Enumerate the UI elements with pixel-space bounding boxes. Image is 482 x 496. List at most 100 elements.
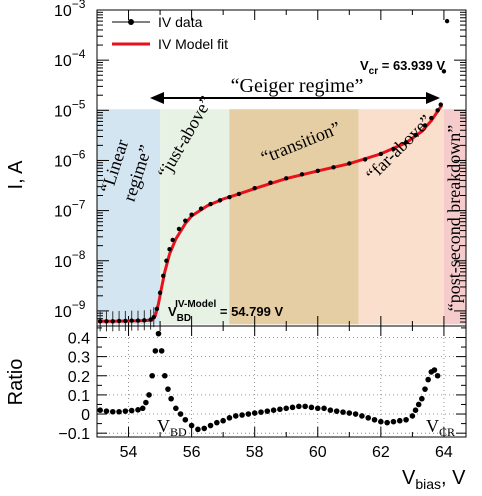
ratio-point — [371, 416, 378, 423]
ratio-point — [177, 411, 184, 417]
iv-data-point — [217, 198, 223, 203]
iv-data-point — [208, 201, 213, 207]
iv-data-point — [268, 180, 273, 185]
tick-base: 10 — [54, 153, 72, 170]
iv-data-point — [170, 237, 175, 243]
region-band-1 — [160, 109, 230, 325]
tick-exponent: −5 — [72, 97, 86, 111]
ratio-point — [359, 413, 365, 419]
top-y-tick-label: 10−3 — [54, 0, 86, 20]
ratio-point — [245, 411, 252, 417]
ratio-point — [103, 408, 110, 414]
iv-data-point — [347, 161, 352, 166]
vcr-subscript: cr — [369, 66, 379, 77]
legend-marker-dot — [128, 19, 134, 25]
iv-data-point — [299, 172, 305, 177]
iv-data-point — [167, 246, 172, 252]
x-axis-label-tail: , V — [441, 467, 466, 489]
ratio-point — [403, 416, 409, 423]
iv-data-point — [413, 132, 418, 138]
ratio-point — [396, 417, 403, 424]
bottom-y-tick-label: 0 — [81, 407, 90, 424]
iv-data-point — [331, 165, 336, 170]
ratio-point — [239, 412, 245, 418]
ratio-point — [155, 330, 162, 337]
ratio-point — [146, 392, 152, 398]
ratio-point — [277, 406, 283, 413]
top-y-tick-label: 10−7 — [54, 198, 86, 221]
x-axis-label-main: V — [402, 467, 416, 489]
bottom-plot-frame — [96, 325, 467, 438]
top-y-tick-label: 10−4 — [54, 47, 86, 70]
ratio-point — [314, 405, 321, 412]
ratio-point — [308, 404, 315, 411]
iv-data-point — [161, 273, 166, 279]
ratio-point — [232, 413, 239, 419]
legend-label-iv-model-fit: IV Model fit — [158, 36, 228, 52]
iv-data-point — [189, 212, 194, 217]
ratio-point — [425, 376, 431, 383]
iv-data-point — [97, 319, 103, 324]
bottom-y-axis-label: Ratio — [5, 359, 27, 406]
iv-data-point — [252, 185, 257, 191]
ratio-point — [270, 407, 277, 414]
iv-data-point — [422, 123, 428, 128]
iv-data-point — [142, 318, 147, 323]
ratio-point — [321, 405, 327, 412]
iv-data-point — [198, 206, 204, 211]
tick-base: 10 — [54, 3, 72, 20]
iv-data-point — [176, 226, 182, 232]
vbd-value: = 54.799 V — [216, 304, 283, 319]
geiger-regime-label: “Geiger regime” — [231, 75, 364, 97]
bottom-y-tick-label: 0.4 — [68, 330, 90, 347]
bottom-x-tick-label: 56 — [183, 444, 201, 461]
ratio-point — [201, 425, 208, 432]
iv-data-point — [444, 18, 450, 24]
vbd-subscript: BD — [177, 313, 191, 324]
ratio-point — [109, 408, 116, 415]
iv-data-point — [362, 157, 368, 162]
legend-label-iv-data: IV data — [158, 14, 203, 30]
tick-base: 10 — [54, 254, 72, 271]
tick-exponent: −3 — [72, 0, 86, 11]
iv-data-point — [183, 218, 188, 223]
top-y-tick-label: 10−5 — [54, 97, 86, 120]
bottom-x-tick-label: 60 — [309, 444, 327, 461]
iv-data-point — [129, 318, 134, 323]
ratio-point — [135, 407, 141, 413]
geiger-arrow-left-head — [150, 92, 164, 104]
ratio-point — [431, 367, 438, 373]
bottom-x-tick-label: 64 — [435, 444, 453, 461]
iv-data-point — [441, 69, 447, 74]
tick-exponent: −4 — [72, 47, 86, 61]
ratio-vcr-label: VCR — [426, 416, 455, 439]
bottom-panel: −0.1 0 0.1 0.2 0.3 0.4 54 56 58 60 62 64 Ratio Vbias,… — [5, 325, 467, 492]
ratio-point — [207, 422, 214, 429]
ratio-point — [434, 372, 441, 379]
vbd-superscript: IV-Model — [175, 299, 216, 310]
ratio-point — [122, 408, 129, 414]
ratio-point — [152, 348, 159, 354]
ratio-point — [139, 405, 146, 412]
bottom-x-tick-label: 54 — [120, 444, 138, 461]
ratio-point — [173, 405, 179, 412]
ratio-point — [258, 409, 264, 415]
iv-data-point — [429, 115, 434, 121]
ratio-vbd-label: VBD — [157, 416, 187, 439]
iv-data-point — [227, 195, 232, 200]
ratio-point — [296, 403, 302, 410]
ratio-point — [128, 407, 135, 414]
region-label-post-second-breakdown: “post-second breakdown” — [444, 125, 464, 311]
tick-base: 10 — [54, 53, 72, 70]
iv-data-point — [151, 314, 156, 320]
geiger-arrow-right-head — [426, 92, 440, 104]
ratio-point — [283, 405, 290, 412]
ratio-point — [412, 407, 419, 414]
top-panel: 10−910−810−710−610−510−410−3I, A IV data… — [5, 0, 467, 332]
iv-data-point — [104, 319, 109, 324]
ratio-point — [378, 418, 384, 425]
iv-data-point — [116, 318, 122, 324]
vcr-annotation: Vcr = 63.939 V — [360, 58, 445, 77]
iv-data-point — [157, 290, 163, 295]
